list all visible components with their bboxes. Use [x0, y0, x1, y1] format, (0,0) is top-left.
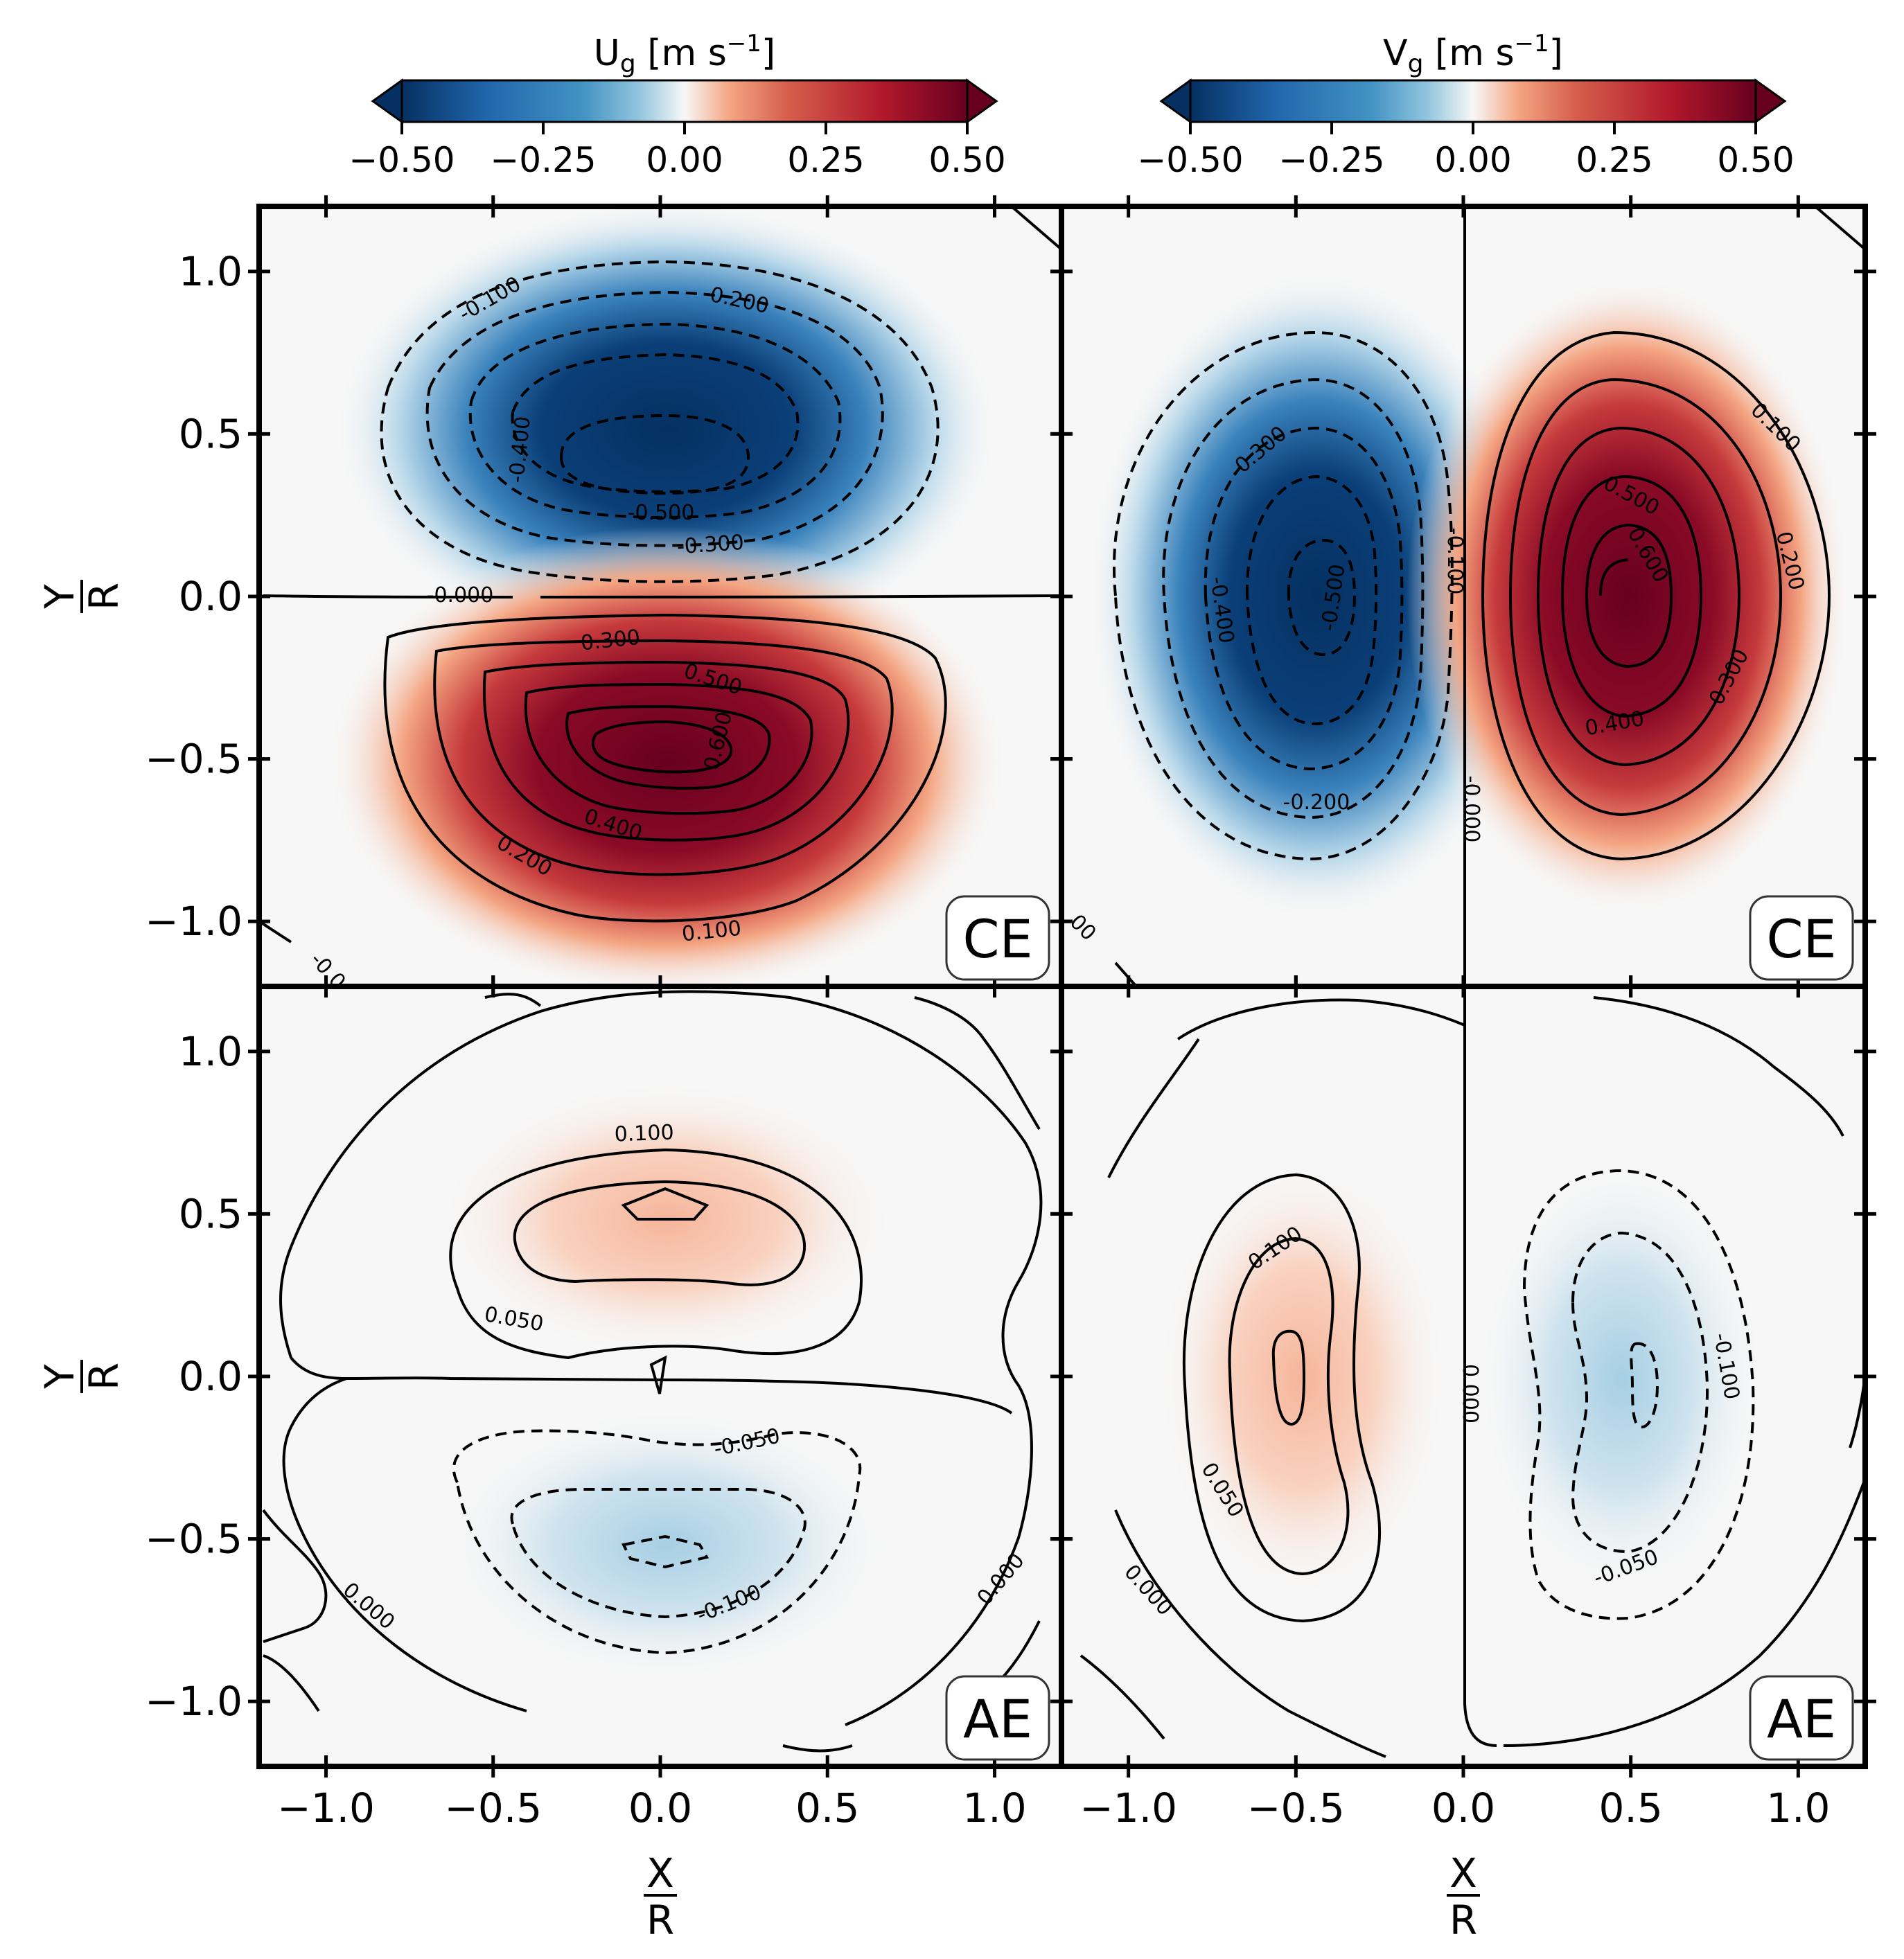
- ug-ce-positive-contours: [383, 613, 947, 923]
- ug-ce-zero-contour: [263, 594, 1061, 599]
- y-tick-label: 0.0: [179, 573, 243, 620]
- ug-ae-negative-contours: [452, 1429, 862, 1655]
- ug-ae-negative-lobe: [438, 1406, 895, 1683]
- ylabel-bottom: Y R: [36, 1360, 127, 1393]
- ylabel-top: Y R: [36, 580, 127, 613]
- colorbar-vg-title: Vg [m s−1]: [1383, 30, 1563, 78]
- vg-ce-positive-lobe: [1407, 277, 1850, 914]
- ug-ce-negative-lobe: [334, 206, 999, 658]
- ylabel-top-num: Y: [36, 584, 83, 610]
- y-tick-label: 1.0: [179, 1028, 243, 1075]
- vg-ce-negative-lobe: [1088, 270, 1545, 921]
- colorbar-tick-label: 0.25: [787, 140, 864, 180]
- ylabel-bottom-num: Y: [36, 1364, 83, 1390]
- ylabel-bottom-den: R: [80, 1363, 127, 1390]
- badge-ug-ce: CE: [945, 895, 1050, 981]
- badge-ug-ae-text: AE: [963, 1688, 1032, 1750]
- colorbar-ug-title: Ug [m s−1]: [594, 30, 775, 78]
- colorbar-ug-gradient: [402, 80, 967, 122]
- panel-vg-ce: -0.300 -0.400 -0.500 -0.100 -0.200 -0.00…: [1061, 206, 1865, 986]
- ug-ce-positive-lobe: [327, 526, 1006, 986]
- y-tick-label: 0.5: [179, 410, 243, 457]
- y-tick-label: 0.0: [179, 1353, 243, 1400]
- badge-ug-ce-text: CE: [962, 908, 1032, 970]
- colorbar-tick-label: 0.50: [1717, 140, 1794, 180]
- x-tick-label: 0.5: [795, 1784, 859, 1832]
- x-tick-label: −0.5: [444, 1784, 542, 1832]
- badge-ug-ae: AE: [945, 1675, 1050, 1761]
- panel-vg-ae: 0.100 0.050 0.000 -0.100 -0.050 0.000: [1061, 986, 1865, 1766]
- badge-vg-ae: AE: [1749, 1675, 1854, 1761]
- vg-ce-clabel-5: -0.200: [1283, 790, 1350, 815]
- ylabel-top-den: R: [80, 583, 127, 610]
- xlabel-right-den: R: [1449, 1897, 1477, 1944]
- xlabel-right: X R: [1447, 1850, 1480, 1944]
- y-tick-label: −0.5: [145, 1516, 243, 1563]
- colorbar-tick-label: −0.50: [1137, 140, 1243, 180]
- y-tick-label: −1.0: [145, 1678, 243, 1725]
- colorbar-tick-label: −0.50: [349, 140, 455, 180]
- vg-ae-negative-contours: [1522, 1169, 1755, 1620]
- colorbar-ug: Ug [m s−1] −0.50 −0.25 0.00 0.25 0.50: [349, 30, 1005, 180]
- vg-ce-clabel-4: -0.100: [1443, 528, 1467, 595]
- x-tick-label: 1.0: [1766, 1784, 1830, 1832]
- x-tick-label: 1.0: [962, 1784, 1026, 1832]
- colorbar-ug-extend-high: [966, 78, 998, 124]
- vg-ce-clabel-6: -0.000: [1459, 776, 1483, 843]
- ug-ae-contours: [262, 990, 1043, 1753]
- ug-ae-clabel-1: 0.100: [614, 1121, 674, 1147]
- xlabel-left-den: R: [646, 1897, 674, 1944]
- ug-ce-negative-contours: [380, 260, 940, 583]
- x-tick-label: −1.0: [277, 1784, 375, 1832]
- panel-ug-ce: -0.100 -0.200 -0.400 -0.500 -0.300 -0.00…: [259, 206, 1061, 986]
- xlabel-right-num: X: [1449, 1850, 1477, 1897]
- ug-ce-clabel-4: -0.500: [628, 501, 695, 525]
- badge-vg-ce-text: CE: [1766, 908, 1836, 970]
- x-tick-label: 0.0: [628, 1784, 692, 1832]
- badge-vg-ce: CE: [1749, 895, 1854, 981]
- xlabel-left-num: X: [646, 1850, 674, 1897]
- colorbar-vg-gradient: [1190, 80, 1756, 122]
- panel-ug-ae: 0.100 0.050 -0.050 -0.100 0.000 0.000: [259, 986, 1061, 1766]
- ug-ce-clabel-5: -0.300: [676, 531, 745, 560]
- colorbar-tick-label: 0.50: [928, 140, 1005, 180]
- vg-ae-clabel-3: 0.000: [1458, 1364, 1482, 1424]
- colorbar-tick-label: 0.00: [646, 140, 723, 180]
- vg-ae-zero-contours: [1079, 986, 1865, 1758]
- x-tick-label: −1.0: [1079, 1784, 1177, 1832]
- colorbar-tick-label: 0.25: [1576, 140, 1652, 180]
- y-tick-label: −1.0: [145, 898, 243, 945]
- colorbar-tick-label: −0.25: [490, 140, 596, 180]
- xlabel-left: X R: [644, 1850, 677, 1944]
- y-tick-label: 1.0: [179, 248, 243, 295]
- badge-vg-ae-text: AE: [1767, 1688, 1836, 1750]
- x-tick-label: −0.5: [1247, 1784, 1345, 1832]
- colorbar-ug-extend-low: [371, 78, 403, 124]
- ug-ce-clabel-6: -0.000: [427, 583, 494, 608]
- colorbar-tick-label: −0.25: [1278, 140, 1384, 180]
- colorbar-vg-extend-high: [1754, 78, 1787, 124]
- x-tick-label: 0.5: [1599, 1784, 1663, 1832]
- colorbar-tick-label: 0.00: [1434, 140, 1511, 180]
- colorbar-vg-extend-low: [1159, 78, 1192, 124]
- x-tick-label: 0.0: [1431, 1784, 1495, 1832]
- vg-ae-negative-lobe: [1476, 1157, 1767, 1600]
- vg-ce-positive-contours: [1481, 330, 1831, 861]
- vg-ce-negative-contours: [1113, 330, 1454, 861]
- y-tick-label: 0.5: [179, 1190, 243, 1237]
- vg-ae-positive-contours: [1183, 1173, 1382, 1623]
- colorbar-vg: Vg [m s−1] −0.50 −0.25 0.00 0.25 0.50: [1137, 30, 1794, 180]
- y-tick-label: −0.5: [145, 736, 243, 783]
